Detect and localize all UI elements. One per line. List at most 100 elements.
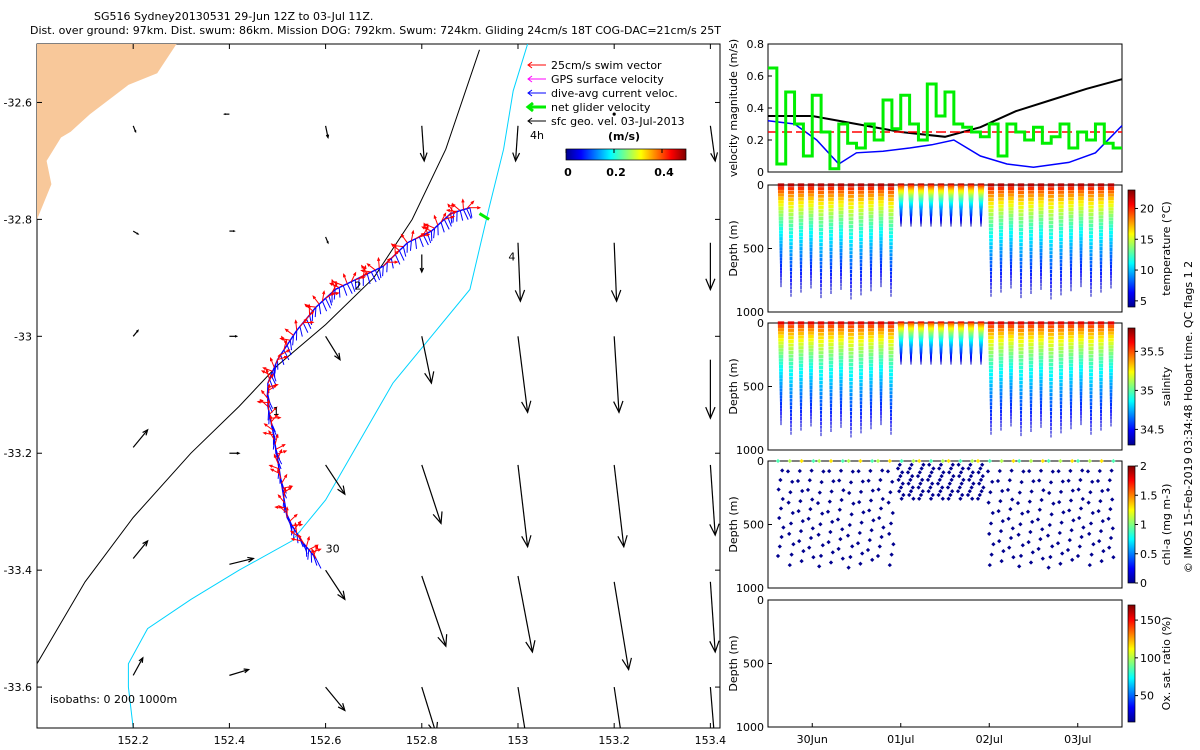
current-arrow-head [512,152,521,163]
swim-vector-head [306,535,310,541]
section-point [885,469,891,474]
section-colorbar-label: salinity [1160,366,1173,406]
section-ticks: 0 500 1000 [736,594,772,734]
swim-vector-head [278,504,282,509]
section-xtick-label: 03Jul [1064,733,1091,746]
section-ytick-label: 500 [743,658,764,671]
current-arrow-head [232,230,236,233]
section-point [819,479,824,485]
section-point [1107,478,1112,483]
section-point [978,466,983,471]
velocity-ticks: 0 0.2 0.4 0.6 0.8 [747,38,772,179]
section-point [906,481,911,486]
section-point [1016,532,1021,537]
section-point [1100,488,1105,494]
section-point [886,500,891,505]
section-point [958,458,963,464]
section-point [795,478,801,484]
section-point [806,516,811,521]
section-point [1098,529,1104,534]
section-point [1047,522,1052,528]
section-point [950,462,955,467]
swim-vector-head [289,530,294,535]
section-point [947,481,952,486]
section-point [845,533,851,538]
section-point [930,492,935,498]
swim-vector-head [285,506,289,511]
map-legend: 25cm/s swim vector GPS surface velocity … [525,59,687,179]
section-point [860,551,865,556]
swim-vector-head [280,335,285,340]
map-xtick-label: 153.2 [598,734,630,747]
section-colorbar-tick-label: 35.5 [1140,345,1165,358]
current-arrow-head [419,267,425,274]
swim-vector-head [269,414,273,420]
section-point [818,522,823,527]
swim-vector [367,263,376,271]
current-vector [292,335,295,346]
section-point [899,496,904,501]
current-arrow-head [334,352,341,362]
section-point [1031,479,1036,484]
swim-vector-head [256,400,261,404]
section-point [881,525,886,530]
swim-vector-head [314,545,318,550]
swim-vector [263,367,273,372]
section-point [1070,488,1075,493]
swim-vector-head [273,384,278,389]
current-vector [315,558,322,569]
swim-vector [261,370,272,376]
section-point [975,458,981,464]
current-arrow [709,125,716,162]
map-xtick-label: 153.4 [695,734,727,747]
current-arrow-head [514,289,526,303]
section-point [800,488,805,494]
section-point [1030,550,1035,555]
swim-vector-head [294,319,298,324]
section-point [919,466,924,471]
section-point [947,470,952,475]
current-vector [283,349,290,361]
current-arrow-head [136,232,140,235]
section-scatter [775,458,1116,570]
section-point [967,489,972,494]
current-arrow [421,125,425,161]
section-point [1067,508,1072,513]
section-colorbar-tick-label: 35 [1140,384,1154,397]
legend-label-swim-vector: 25cm/s swim vector [551,59,662,72]
swim-vector [425,223,435,229]
section-point [1000,518,1005,524]
section-point [877,544,882,549]
velocity-panel: 0 0.2 0.4 0.6 0.8 velocity magnitude (m/s) [727,38,1123,179]
map-ytick-label: -33 [14,330,32,343]
section-point [1090,479,1095,484]
swim-vector [343,274,348,284]
swim-vector [264,423,273,431]
swim-vector [266,369,270,380]
current-arrow [421,336,432,384]
section-point [808,507,813,512]
swim-vector-head [450,215,456,219]
section-point [780,496,785,502]
section-point [1040,527,1045,532]
section-point [839,497,844,503]
section-point [865,547,871,553]
section-colorbar-tick-label: 0 [1140,577,1147,590]
current-vector [274,363,277,374]
section-colorbar-label: chl-a (mg m-3) [1160,484,1173,566]
section-point [1029,489,1034,494]
section-point [840,458,845,464]
section-point [848,480,854,485]
section-colorbar-tick-label: 20 [1140,202,1154,215]
section-point [1028,560,1034,565]
speed-colorbar-tick-label: 0.4 [654,166,674,179]
section-point [1087,531,1092,536]
section-point [798,529,804,534]
section-point [1038,468,1044,473]
section-point [817,564,822,569]
swim-vector-head [273,453,277,458]
section-point [775,553,781,559]
section-point [1030,519,1035,525]
current-arrow-head [326,241,329,245]
current-vector [394,254,401,265]
